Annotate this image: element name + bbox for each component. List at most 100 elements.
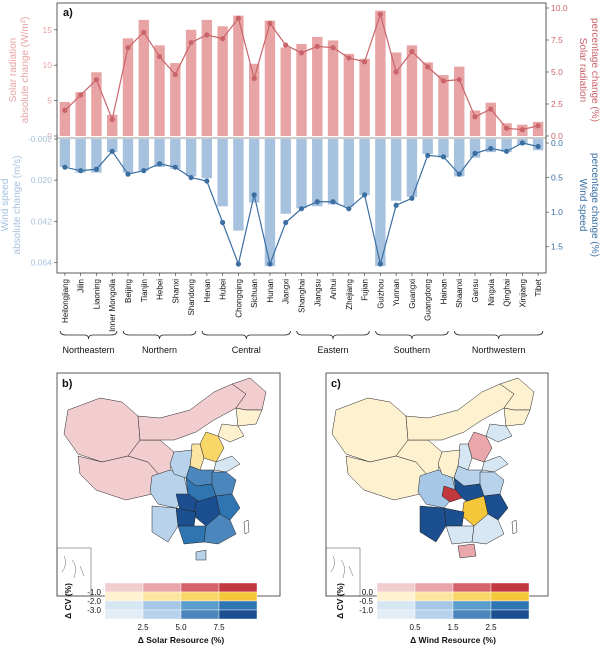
map-b-anhui-jiangsu: [211, 471, 237, 497]
x-label-henan: Henan: [203, 279, 212, 303]
solar-point-jilin: [78, 92, 84, 98]
wind-point-tianjin: [141, 168, 147, 174]
solar-bar-yunnan: [390, 52, 402, 136]
solar-point-liaoning: [93, 77, 100, 83]
legend-cell: [180, 591, 220, 602]
axes: 0 5 10 15 0.0 2.5 5.0 7.5 10.0 -0.002 0.020 0.042 0.…: [28, 3, 568, 267]
x-label-guangdong: Guangdong: [424, 279, 433, 321]
wind-bar-beijing: [122, 139, 134, 173]
legend-row-label: -1.0: [359, 606, 373, 615]
legend-col-label: 5.0: [175, 623, 187, 632]
wind-point-shanghai: [298, 206, 305, 212]
x-label-inner-mongolia: Inner Mongolia: [108, 278, 117, 331]
province-labels: Heilongjiang Jilin Liaoning Inner Mongolia B…: [61, 273, 543, 332]
solar-bar-guangdong: [422, 62, 433, 136]
x-label-gansu: Gansu: [471, 279, 480, 303]
legend-xlabel: Δ Wind Resource (%): [410, 635, 496, 645]
wind-point-hunan: [267, 261, 273, 267]
legend-cell: [414, 600, 454, 611]
legend-cell: [104, 591, 144, 602]
map-c-liaoning: [485, 423, 513, 443]
wind-bar-tianjin: [138, 139, 149, 171]
legend-cell: [490, 582, 530, 593]
wind-point-fujian: [361, 192, 368, 198]
legend-row-label: -1.0: [87, 588, 101, 597]
x-label-jiangsu: Jiangsu: [313, 279, 322, 307]
solar-bar-hebei: [154, 45, 165, 136]
wind-point-shaanxi: [456, 171, 462, 177]
solar-point-xinjiang: [519, 127, 525, 133]
wind-bar-jiangsu: [312, 139, 323, 207]
solar-bar-shanghai: [296, 43, 307, 136]
map-c-guangdong-fujian: [471, 513, 505, 545]
legend-col-label: 1.5: [447, 623, 459, 632]
wind-bar-henan: [201, 139, 213, 179]
region-label-central: Central: [232, 345, 261, 355]
region-bracket-eastern: [296, 330, 370, 340]
solar-point-hubei: [220, 36, 226, 42]
wind-left-tick-label: 0.020: [31, 175, 53, 185]
solar-right-tick-label: 2.5: [551, 99, 563, 109]
legend-cell: [414, 609, 454, 620]
wind-right-tick-label: 0.5: [551, 173, 563, 183]
solar-bar-beijing: [122, 38, 134, 136]
wind-bar-guangdong: [422, 139, 433, 154]
wind-bar-ningxia: [485, 139, 496, 153]
legend-cell: [376, 609, 416, 620]
legend-cell: [180, 582, 220, 593]
legend-col-label: 7.5: [213, 623, 225, 632]
map-b-hainan: [195, 549, 207, 561]
solar-left-tick-label: 15: [43, 25, 53, 35]
x-label-jiangxi: Jiangxi: [282, 279, 291, 304]
wind-right-tick-label: 1.5: [551, 242, 563, 252]
x-label-guizhou: Guizhou: [376, 279, 385, 309]
wind-bar-gansu: [469, 139, 481, 158]
solar-point-tianjin: [141, 29, 147, 35]
wind-bars: [59, 139, 544, 267]
wind-point-xinjiang: [519, 140, 525, 146]
region-label-northwestern: Northwestern: [472, 345, 526, 355]
wind-point-hubei: [220, 219, 226, 226]
solar-left-title-1: Solar radiation: [8, 38, 19, 102]
wind-point-hebei: [156, 161, 163, 167]
wind-point-henan: [204, 178, 210, 184]
x-label-zhejiang: Zhejiang: [345, 279, 354, 310]
region-bracket-southern: [375, 330, 449, 340]
map-c-yunnan: [419, 505, 447, 543]
x-label-anhui: Anhui: [329, 279, 338, 300]
map-c-shandong: [481, 455, 509, 473]
wind-bar-fujian: [359, 139, 370, 196]
solar-point-shanxi: [172, 71, 178, 78]
region-bracket-central: [201, 330, 291, 340]
legend-cell: [142, 600, 182, 611]
map-c-jiangxi-zhejiang: [483, 493, 509, 521]
wind-bar-yunnan: [390, 139, 402, 201]
solar-point-heilongjiang: [62, 107, 68, 113]
solar-bar-henan: [201, 19, 213, 136]
wind-points: [62, 140, 541, 267]
region-label-northeastern: Northeastern: [63, 345, 115, 355]
wind-bar-anhui: [327, 139, 339, 205]
wind-point-hainan: [440, 154, 447, 160]
solar-bar-tibet: [532, 121, 544, 136]
wind-right-tick-label: 1.0: [551, 207, 563, 217]
solar-bar-guizhou: [375, 10, 386, 137]
wind-bar-shanghai: [296, 139, 307, 209]
solar-point-qinghai: [503, 125, 510, 131]
map-c-anhui-jiangsu: [479, 471, 505, 497]
solar-point-henan: [204, 32, 210, 38]
x-label-shaanxi: Shaanxi: [455, 279, 464, 308]
map-panel-b: b): [56, 372, 281, 597]
wind-point-yunnan: [393, 202, 399, 208]
solar-left-tick-label: 5: [47, 96, 52, 106]
x-label-jilin: Jilin: [77, 279, 86, 293]
map-b-yunnan: [151, 505, 179, 543]
wind-point-jiangsu: [314, 199, 320, 205]
x-label-tianjin: Tianjin: [140, 279, 149, 302]
x-label-heilongjiang: Heilongjiang: [61, 279, 70, 323]
solar-bar-gansu: [469, 110, 481, 136]
legend-cell: [452, 609, 492, 620]
map-c-xinjiang: [331, 397, 409, 463]
map-c-guangxi: [445, 525, 475, 545]
